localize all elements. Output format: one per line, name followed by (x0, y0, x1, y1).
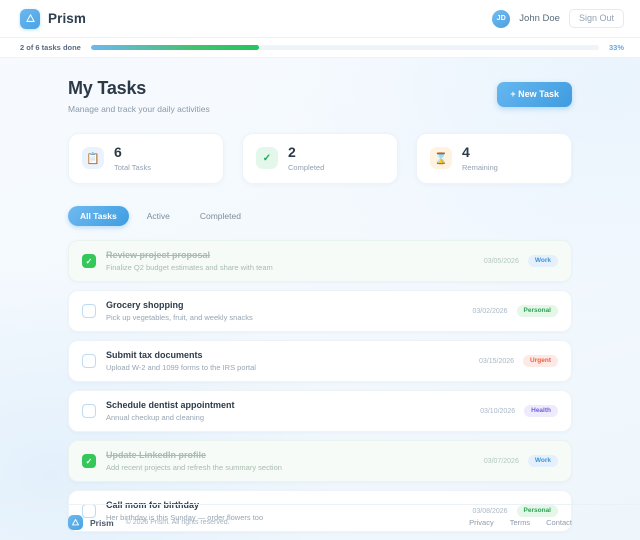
prism-triangle-icon (20, 8, 40, 29)
task-title: Review project proposal (106, 250, 211, 261)
task-description: Pick up vegetables, fruit, and weekly sn… (106, 313, 253, 323)
footer-brand-name: Prism (90, 517, 114, 528)
filter-tabs: All Tasks Active Completed (68, 205, 572, 227)
brand[interactable]: Prism (20, 8, 87, 29)
task-meta: 03/07/2026 Work (483, 454, 558, 468)
page-title: My Tasks (68, 78, 147, 98)
user-name: John Doe (519, 13, 560, 24)
brand-name: Prism (48, 11, 87, 26)
task-badge: Health (524, 404, 558, 418)
footer-links: Privacy Terms Contact (469, 518, 572, 527)
task-badge: Urgent (523, 354, 558, 368)
task-checkbox[interactable]: ✓ (82, 454, 96, 469)
task-row[interactable]: ✓ Review project proposal Finalize Q2 budg… (68, 240, 572, 283)
task-checkbox[interactable]: ✓ (82, 254, 96, 269)
task-description: Her birthday is this Sunday — order flow… (106, 513, 264, 523)
footer-link-terms[interactable]: Terms (509, 518, 531, 527)
task-checkbox[interactable] (82, 404, 96, 419)
task-title: Call mom for birthday (106, 500, 200, 511)
footer-link-privacy[interactable]: Privacy (469, 518, 494, 527)
task-body: Schedule dentist appointment Annual check… (106, 400, 470, 422)
tab-active[interactable]: Active (135, 206, 182, 227)
stat-value: 4 (462, 144, 470, 160)
clipboard-icon: 📋 (82, 147, 104, 170)
task-meta: 03/15/2026 Urgent (479, 354, 558, 368)
task-description: Annual checkup and cleaning (106, 413, 204, 423)
task-body: Update LinkedIn profile Add recent projec… (106, 450, 474, 472)
footer-copyright: © 2026 Prism. All rights reserved. (125, 519, 230, 526)
stat-card: 📋 6 Total Tasks (68, 133, 224, 184)
stat-text: 4 Remaining (462, 145, 498, 172)
task-checkbox[interactable] (82, 304, 96, 319)
stat-label: Completed (288, 162, 325, 172)
progress-bar (90, 45, 599, 50)
task-due-date: 03/08/2026 (472, 507, 508, 515)
stat-text: 2 Completed (288, 145, 324, 172)
task-badge: Personal (516, 504, 558, 518)
progress-percent: 33% (608, 43, 624, 52)
stat-text: 6 Total Tasks (114, 145, 151, 172)
stat-card: ✓ 2 Completed (242, 133, 398, 184)
tab-all-tasks[interactable]: All Tasks (68, 205, 129, 227)
check-icon: ✓ (256, 147, 278, 170)
task-row[interactable]: Submit tax documents Upload W-2 and 1099 … (68, 340, 572, 383)
task-body: Submit tax documents Upload W-2 and 1099 … (106, 350, 469, 372)
new-task-button[interactable]: + New Task (497, 82, 572, 107)
progress-strip: 2 of 6 tasks done 33% (0, 38, 640, 58)
task-checkbox[interactable] (82, 354, 96, 369)
task-due-date: 03/02/2026 (472, 307, 508, 315)
task-title: Schedule dentist appointment (106, 400, 235, 411)
page-title-block: My Tasks Manage and track your daily act… (68, 78, 210, 114)
app-header: Prism JD John Doe Sign Out (0, 0, 640, 38)
task-meta: 03/10/2026 Health (480, 404, 558, 418)
page-subtitle: Manage and track your daily activities (68, 104, 210, 114)
main-content: My Tasks Manage and track your daily act… (0, 58, 640, 533)
task-meta: 03/05/2026 Work (483, 254, 558, 268)
task-row[interactable]: Call mom for birthday Her birthday is thi… (68, 490, 572, 533)
task-title: Grocery shopping (106, 300, 184, 311)
tab-completed[interactable]: Completed (188, 206, 253, 227)
task-description: Upload W-2 and 1099 forms to the IRS por… (106, 363, 256, 373)
footer-link-contact[interactable]: Contact (546, 518, 572, 527)
sign-out-button[interactable]: Sign Out (568, 9, 624, 28)
task-meta: 03/02/2026 Personal (472, 304, 558, 318)
avatar: JD (492, 9, 511, 28)
task-body: Review project proposal Finalize Q2 budge… (106, 250, 474, 272)
stat-value: 6 (114, 144, 122, 160)
stat-label: Remaining (462, 162, 498, 172)
task-badge: Work (527, 254, 558, 268)
stat-card: ⌛ 4 Remaining (416, 133, 572, 184)
task-description: Add recent projects and refresh the summ… (106, 463, 282, 473)
task-list: ✓ Review project proposal Finalize Q2 budg… (68, 240, 572, 533)
stat-value: 2 (288, 144, 296, 160)
task-due-date: 03/15/2026 (479, 357, 515, 365)
header-user-area: JD John Doe Sign Out (492, 9, 624, 28)
page-header: My Tasks Manage and track your daily act… (68, 78, 572, 114)
task-due-date: 03/05/2026 (483, 257, 519, 265)
task-meta: 03/08/2026 Personal (472, 504, 558, 518)
task-title: Submit tax documents (106, 350, 203, 361)
footer-brand: Prism © 2026 Prism. All rights reserved. (68, 515, 230, 530)
progress-bar-fill (90, 45, 259, 50)
task-body: Call mom for birthday Her birthday is thi… (106, 500, 462, 522)
task-due-date: 03/07/2026 (483, 457, 519, 465)
prism-triangle-icon (68, 515, 83, 530)
footer: Prism © 2026 Prism. All rights reserved.… (0, 504, 640, 540)
stat-card-group: 📋 6 Total Tasks ✓ 2 Completed ⌛ 4 Remaining (68, 133, 572, 184)
hourglass-icon: ⌛ (430, 147, 452, 170)
task-body: Grocery shopping Pick up vegetables, frui… (106, 300, 462, 322)
task-title: Update LinkedIn profile (106, 450, 207, 461)
progress-label: 2 of 6 tasks done (20, 43, 81, 52)
task-badge: Personal (516, 304, 558, 318)
stat-label: Total Tasks (114, 162, 151, 172)
task-row[interactable]: ✓ Update LinkedIn profile Add recent proje… (68, 440, 572, 483)
task-row[interactable]: Schedule dentist appointment Annual check… (68, 390, 572, 433)
task-row[interactable]: Grocery shopping Pick up vegetables, frui… (68, 290, 572, 333)
task-description: Finalize Q2 budget estimates and share w… (106, 263, 273, 273)
task-badge: Work (527, 454, 558, 468)
task-due-date: 03/10/2026 (480, 407, 516, 415)
